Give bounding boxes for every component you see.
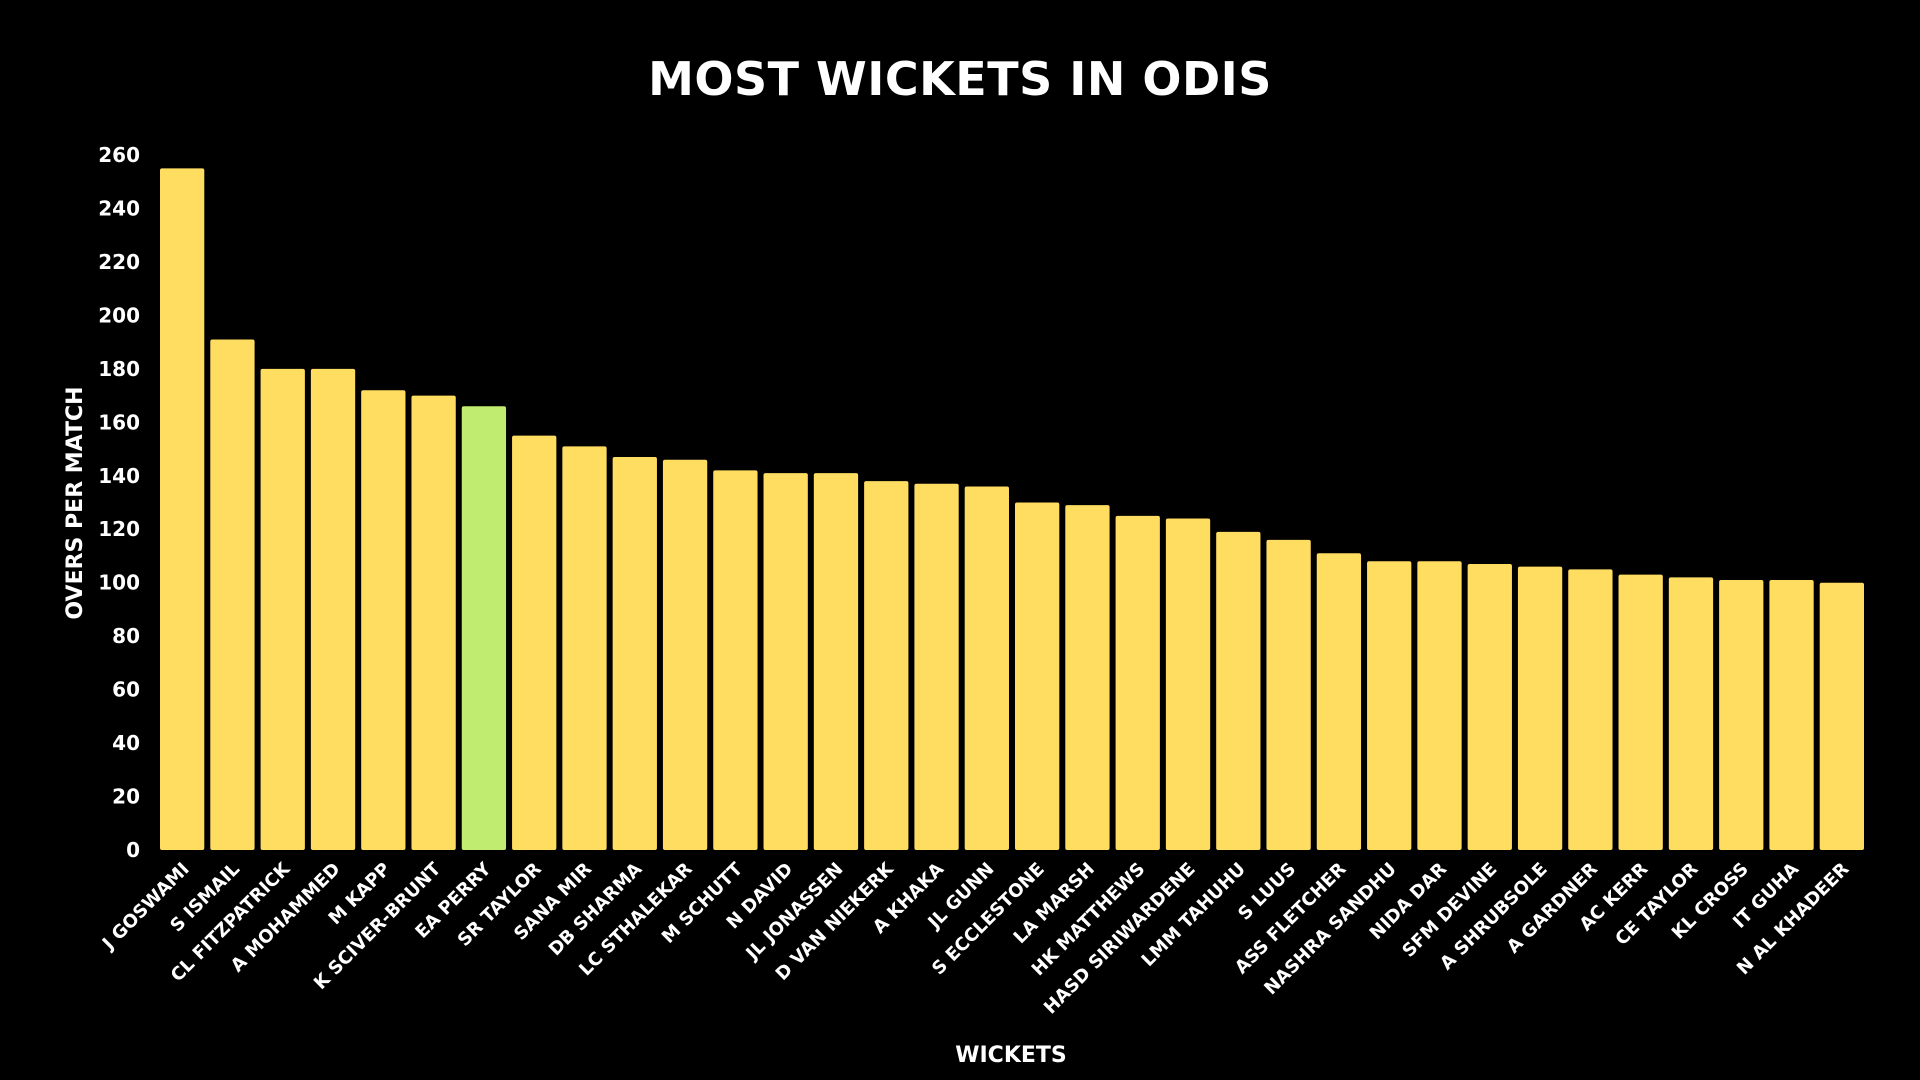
chart-title: MOST WICKETS IN ODIS [648, 52, 1272, 106]
bar-la-marsh [1065, 505, 1110, 850]
x-axis-title: WICKETS [955, 1043, 1067, 1068]
bar-lc-sthalekar [662, 459, 708, 850]
y-tick-label: 140 [98, 464, 140, 488]
bar-ce-taylor [1668, 577, 1714, 850]
bar-ass-fletcher [1316, 553, 1362, 850]
bar-jl-gunn [964, 486, 1009, 850]
bar-kl-cross [1719, 580, 1764, 850]
bar-hk-matthews [1115, 515, 1160, 850]
bar-a-gardner [1568, 569, 1613, 850]
bar-sfm-devine [1467, 563, 1512, 850]
y-tick-label: 180 [98, 357, 140, 381]
bar-cl-fitzpatrick [260, 368, 305, 850]
y-tick-label: 260 [98, 143, 140, 167]
y-tick-label: 160 [98, 410, 140, 434]
bar-sr-taylor [512, 435, 557, 850]
y-tick-label: 120 [98, 517, 140, 541]
y-tick-label: 0 [126, 838, 140, 862]
bar-jl-jonassen [813, 473, 859, 850]
x-tick-label: J GOSWAMI [97, 859, 194, 956]
bar-ac-kerr [1618, 574, 1663, 850]
bar-nida-dar [1417, 561, 1462, 850]
bar-k-sciver-brunt [411, 395, 456, 850]
bars-group [160, 168, 1864, 850]
bar-sana-mir [562, 446, 607, 850]
bar-m-kapp [361, 390, 406, 850]
bar-s-ismail [210, 339, 255, 850]
bar-lmm-tahuhu [1216, 531, 1261, 850]
bar-a-khaka [914, 483, 959, 850]
y-tick-label: 60 [112, 678, 140, 702]
bar-m-schutt [713, 470, 758, 850]
y-tick-label: 80 [112, 624, 140, 648]
bar-s-luus [1266, 539, 1311, 850]
bar-a-shrubsole [1517, 566, 1563, 850]
y-tick-label: 20 [112, 785, 140, 809]
y-tick-label: 40 [112, 731, 140, 755]
y-axis-title: OVERS PER MATCH [63, 386, 88, 619]
bar-d-van-niekerk [864, 481, 909, 850]
bar-a-mohammed [310, 368, 356, 850]
y-tick-label: 240 [98, 196, 140, 220]
y-tick-label: 200 [98, 303, 140, 327]
bar-n-al-khadeer [1819, 582, 1864, 850]
bar-ea-perry [461, 406, 507, 850]
bar-nashra-sandhu [1367, 561, 1412, 850]
y-tick-label: 220 [98, 250, 140, 274]
bar-db-sharma [612, 457, 657, 850]
bar-s-ecclestone [1015, 502, 1060, 850]
bar-hasd-siriwardene [1165, 518, 1211, 850]
y-tick-label: 100 [98, 571, 140, 595]
y-axis-ticks: 0 20 40 60 80 100 120 140 160 180 200 220 240 260 [98, 143, 140, 862]
bar-n-david [763, 473, 808, 850]
bar-it-guha [1769, 580, 1814, 850]
bar-j-goswami [160, 168, 205, 850]
